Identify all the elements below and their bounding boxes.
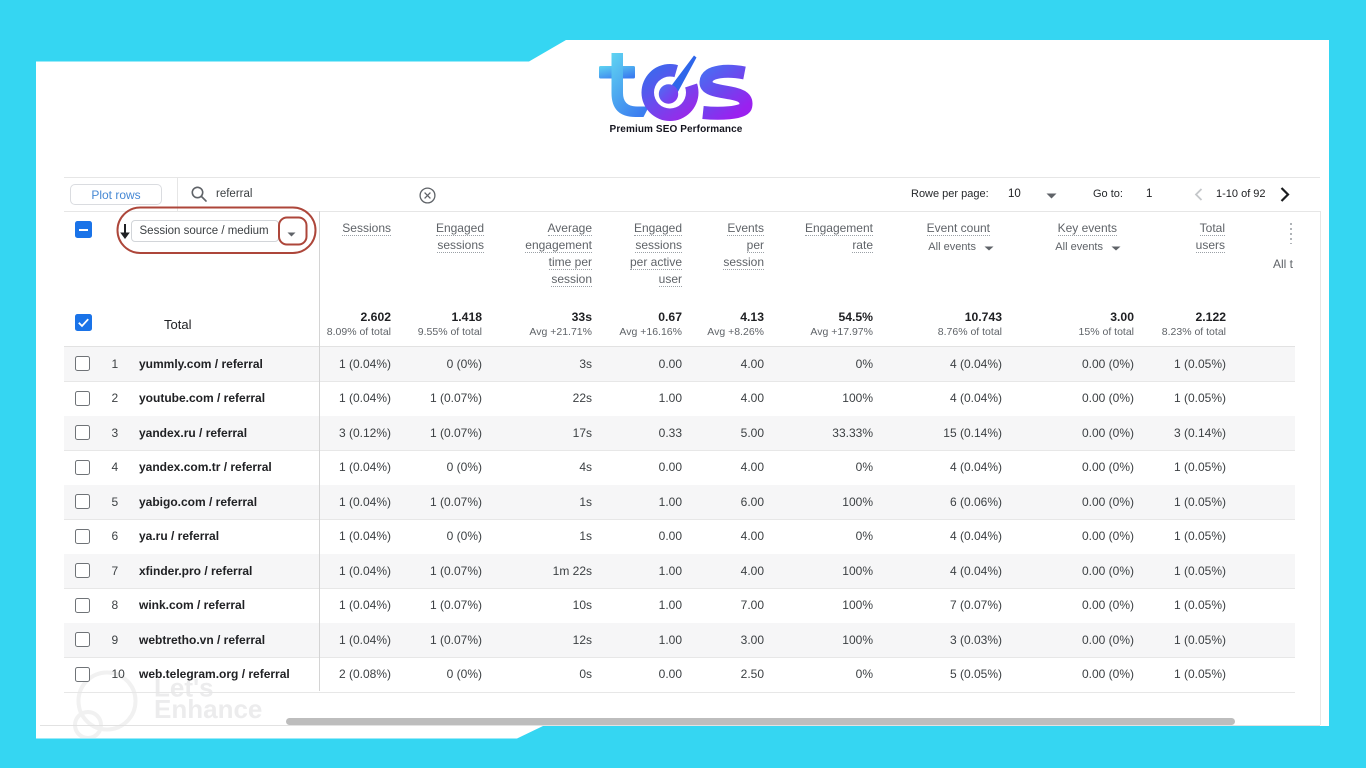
svg-text:Let's: Let's [154, 673, 214, 703]
svg-text:Enhance: Enhance [154, 694, 262, 724]
